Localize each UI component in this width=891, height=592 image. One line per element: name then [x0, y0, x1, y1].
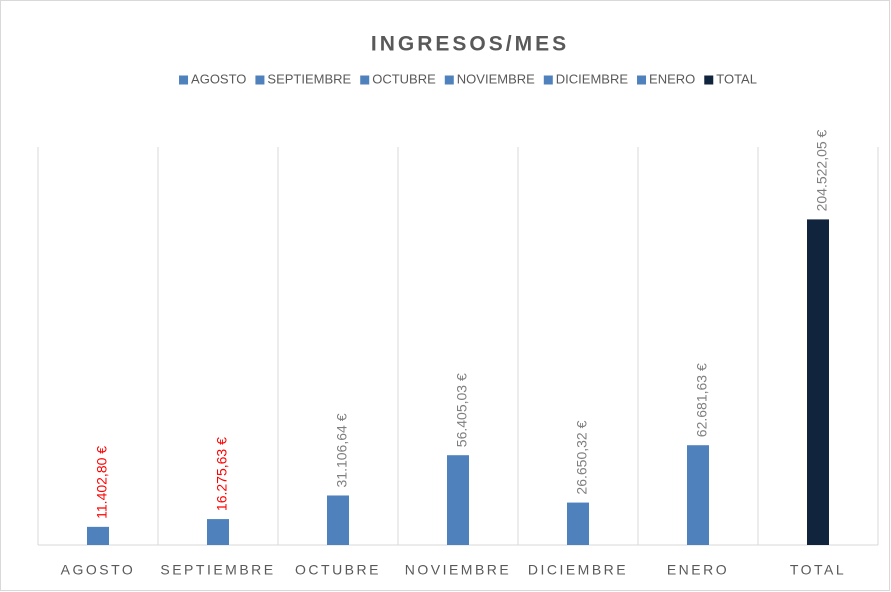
legend-label: NOVIEMBRE [457, 71, 535, 86]
bar [327, 495, 349, 545]
x-tick-label: OCTUBRE [295, 562, 381, 578]
data-label: 11.402,80 € [94, 446, 110, 519]
data-label: 26.650,32 € [574, 420, 590, 494]
x-tick-label: TOTAL [790, 562, 846, 578]
data-label: 31.106,64 € [334, 413, 350, 487]
bar [687, 445, 709, 545]
legend-label: TOTAL [716, 71, 757, 86]
legend-swatch [543, 75, 553, 85]
bar [207, 519, 229, 545]
legend-label: DICIEMBRE [556, 71, 629, 86]
legend-swatch [444, 75, 454, 85]
bar [87, 526, 109, 545]
bar [807, 219, 829, 546]
legend-swatch [179, 75, 189, 85]
legend-swatch [360, 75, 370, 85]
legend-label: ENERO [649, 71, 695, 86]
x-tick-label: SEPTIEMBRE [160, 562, 275, 578]
data-label: 56.405,03 € [454, 373, 470, 447]
data-label: 16.275,63 € [214, 437, 230, 511]
chart-title: INGRESOS/MES [371, 33, 569, 56]
data-label: 62.681,63 € [694, 363, 710, 437]
x-tick-label: ENERO [667, 562, 729, 578]
legend-swatch [255, 75, 265, 85]
bar [447, 455, 469, 545]
legend-label: SEPTIEMBRE [267, 71, 351, 86]
x-tick-label: DICIEMBRE [528, 562, 628, 578]
data-label: 204.522,05 € [814, 129, 830, 211]
legend-label: AGOSTO [191, 71, 246, 86]
legend-swatch [704, 75, 714, 85]
x-tick-label: AGOSTO [61, 562, 136, 578]
legend-label: OCTUBRE [372, 71, 436, 86]
legend-swatch [637, 75, 647, 85]
bar [567, 502, 589, 545]
x-tick-label: NOVIEMBRE [405, 562, 512, 578]
